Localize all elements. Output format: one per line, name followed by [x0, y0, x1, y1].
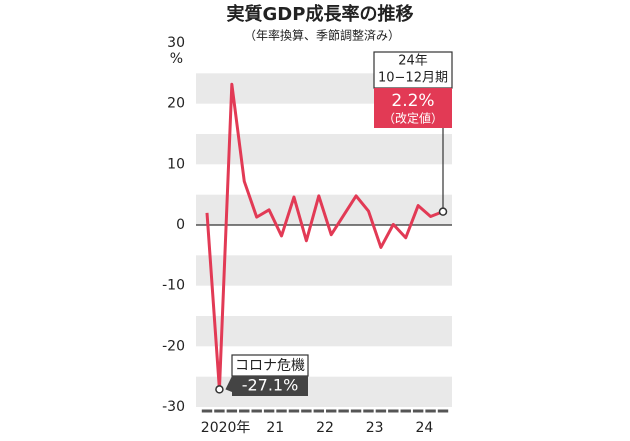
value-label: -27.1%: [242, 376, 299, 395]
x-tick-label: 23: [366, 420, 384, 436]
grid-band: [196, 134, 452, 165]
y-unit: %: [170, 51, 183, 67]
x-tick-label: 2020年: [201, 420, 251, 436]
annotation-text: 10−12月期: [378, 71, 448, 86]
line: [205, 82, 444, 391]
label-box: [225, 376, 308, 396]
chart-subtitle: （年率換算、季節調整済み）: [244, 28, 400, 43]
x-tick-label: 21: [266, 420, 284, 436]
value-label: 2.2%: [391, 91, 434, 111]
y-tick-label: -20: [162, 338, 185, 354]
point: [215, 385, 224, 394]
y-tick-label: 0: [176, 217, 185, 233]
annotation-text: （改定値）: [383, 111, 443, 126]
y-tick-label: 10: [167, 156, 185, 172]
x-tick-label: 24: [415, 420, 433, 436]
point: [438, 207, 448, 216]
x-tick-label: 22: [316, 420, 334, 436]
annotation-text: 24年: [398, 54, 428, 69]
annotation-text: コロナ危機: [235, 358, 305, 374]
chart-title: 実質GDP成長率の推移: [227, 3, 414, 25]
grid-band: [196, 255, 452, 286]
grid-band: [196, 316, 452, 347]
label-box: [374, 88, 452, 128]
y-tick-label: -10: [162, 278, 185, 294]
y-tick-label: -30: [162, 399, 185, 415]
y-tick-label: 20: [167, 96, 185, 112]
y-tick-label: 30: [167, 35, 185, 51]
